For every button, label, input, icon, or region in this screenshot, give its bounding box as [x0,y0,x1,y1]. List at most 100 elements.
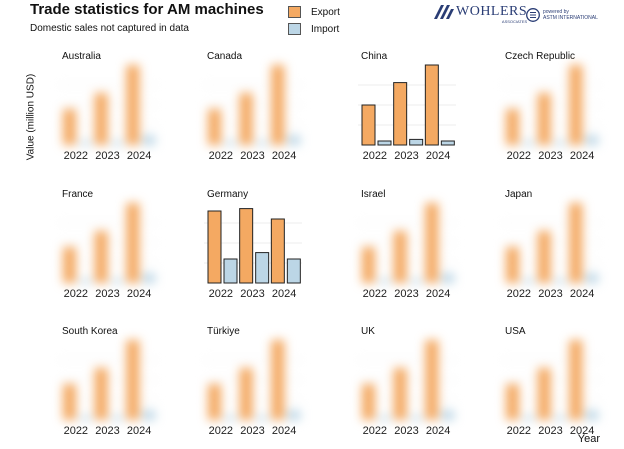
bar-import-2022 [378,416,391,420]
bar-import-2024 [440,140,455,146]
x-tick-label: 2023 [394,288,419,300]
bar-export-2024 [569,65,583,145]
x-tick-label: 2023 [240,425,265,437]
x-tick-label: 2024 [126,425,152,437]
panel-plot [59,340,157,420]
x-tick-label: 2022 [63,150,89,162]
bar-import-2024 [142,410,156,420]
x-tick-label: 2022 [362,425,388,437]
astm-logo-line2: ASTM INTERNATIONAL [543,15,598,21]
x-tick-label: 2024 [425,425,451,437]
bar-export-2024 [569,203,583,283]
bar-export-2023 [393,231,407,283]
panel-plot [502,65,600,145]
bar-export-2022 [506,247,519,283]
legend-item-import: Import [288,21,340,37]
x-tick-label: 2024 [271,425,297,437]
panel-title: Canada [207,51,243,62]
bar-export-2022 [207,210,222,284]
wohlers-logo-text: WOHLERS [456,4,528,19]
bar-export-2023 [239,93,253,145]
panel-title: UK [361,326,375,337]
x-axis-label: Year [577,433,600,445]
bar-import-2024 [142,135,156,145]
x-tick-label: 2023 [95,288,120,300]
bar-import-2024 [287,135,301,145]
x-tick-label: 2023 [95,150,120,162]
bar-import-2024 [585,273,599,283]
x-tick-label: 2023 [538,150,563,162]
x-tick-label: 2023 [538,288,563,300]
bar-import-2022 [522,416,535,420]
panel-title: Japan [505,189,533,200]
x-tick-label: 2022 [208,150,234,162]
legend-swatch-import [288,23,301,35]
bar-export-2024 [425,203,439,283]
panel-uk: UK 2022 2023 2024 [358,326,481,444]
legend-swatch-export [288,6,301,18]
bar-import-2023 [255,141,269,145]
bar-export-2024 [271,340,285,420]
bar-export-2023 [239,368,253,420]
bar-import-2023 [409,138,424,146]
bar-export-2023 [393,368,407,420]
bar-import-2022 [378,279,391,283]
panel-title: China [361,51,388,62]
x-tick-label: 2022 [506,150,532,162]
legend-label-export: Export [311,6,340,18]
x-tick-label: 2022 [63,425,89,437]
bar-import-2022 [79,279,92,283]
bar-import-2023 [409,416,423,420]
panel-japan: Japan 2022 2023 2024 [502,189,624,307]
x-tick-label: 2024 [425,288,451,300]
bar-export-2022 [362,384,375,420]
legend-label-import: Import [311,23,340,35]
bar-export-2024 [126,340,140,420]
bar-export-2023 [94,231,108,283]
bar-export-2022 [361,104,376,146]
bar-import-2023 [409,279,423,283]
panel-germany: Germany 2022 2023 2024 [204,189,327,307]
bar-export-2023 [94,93,108,145]
bar-import-2022 [79,416,92,420]
chart-subtitle: Domestic sales not captured in data [30,23,189,34]
bar-import-2023 [110,141,124,145]
panel-plot [502,203,600,283]
bar-import-2023 [110,279,124,283]
astm-logo: powered by ASTM INTERNATIONAL [526,8,598,22]
chart-title: Trade statistics for AM machines [30,1,264,18]
x-tick-label: 2023 [538,425,563,437]
x-tick-label: 2024 [425,150,451,162]
bar-export-2022 [208,109,221,145]
x-tick-label: 2022 [362,150,388,162]
bar-import-2024 [441,410,455,420]
panel-plot [204,65,302,145]
x-tick-label: 2024 [271,288,297,300]
panel-usa: USA 2022 2023 2024 [502,326,624,444]
legend: Export Import [288,4,340,38]
bar-import-2024 [585,135,599,145]
bar-export-2023 [393,82,408,146]
panel-plot [358,203,456,283]
panel-south-korea: South Korea 2022 2023 2024 [59,326,182,444]
bar-import-2022 [522,141,535,145]
bar-import-2022 [224,416,237,420]
bar-export-2022 [208,384,221,420]
x-tick-label: 2022 [208,425,234,437]
bar-export-2023 [537,231,551,283]
panel-plot [204,340,302,420]
bar-import-2023 [255,252,270,284]
panel-title: Czech Republic [505,51,576,62]
bar-export-2022 [506,384,519,420]
x-tick-label: 2023 [394,150,419,162]
astm-logo-line1: powered by [543,9,569,15]
x-tick-label: 2022 [63,288,89,300]
panel-plot [59,203,157,283]
x-tick-label: 2022 [208,288,234,300]
panel-plot [502,340,600,420]
panel-title: USA [505,326,526,337]
x-tick-label: 2024 [569,150,595,162]
bar-import-2023 [553,416,567,420]
bar-export-2024 [271,65,285,145]
panel-title: France [62,189,94,200]
